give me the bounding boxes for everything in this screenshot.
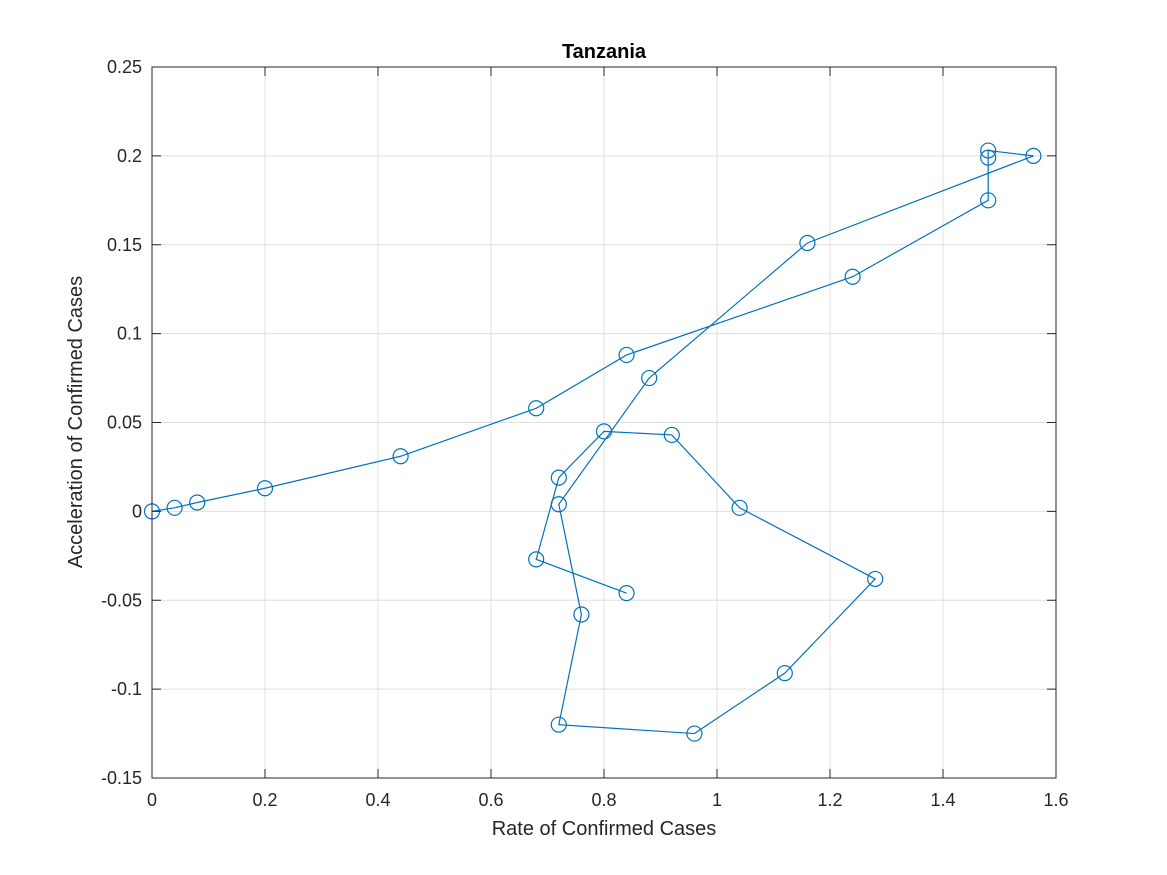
data-point [731,499,748,516]
data-point [528,551,545,568]
data-point [528,400,545,417]
y-tick-label: 0.1 [117,324,142,344]
data-point [980,192,997,209]
x-tick-label: 1.6 [1043,790,1068,810]
y-tick-label: 0.2 [117,146,142,166]
data-point [573,606,590,623]
data-point [618,346,635,364]
data-point [844,268,861,285]
x-tick-label: 0.6 [478,790,503,810]
y-tick-label: -0.05 [101,590,142,610]
y-tick-label: 0.25 [107,57,142,77]
x-axis-label: Rate of Confirmed Cases [492,818,717,840]
data-point [980,142,997,159]
y-tick-label: 0.15 [107,235,142,255]
y-tick-label: -0.15 [101,768,142,788]
data-point [686,725,703,742]
chart-title: Tanzania [562,41,647,63]
grid [152,67,1056,778]
x-tick-label: 0.4 [365,790,390,810]
data-point [550,716,567,733]
y-axis-label: Acceleration of Confirmed Cases [65,276,87,568]
x-tick-label: 1 [712,790,722,810]
data-point [799,234,816,252]
x-tick-label: 0.8 [591,790,616,810]
data-point [595,423,613,440]
x-tick-label: 0 [147,790,157,810]
data-point [392,448,409,465]
data-point [663,426,680,444]
series-line [151,149,1034,735]
data-point [189,494,206,511]
y-tick-label: -0.1 [111,679,142,699]
data-point [1025,147,1042,164]
data-point [166,499,183,516]
data-point [256,480,274,497]
data-point [867,570,884,588]
data-point [776,665,793,682]
axes [151,66,1057,779]
y-tick-label: 0 [132,501,142,521]
tick-labels: 0 0.2 0.4 0.6 0.8 1 1.2 1.4 1.6 -0.15 -0.1 -0.05 0 0.… [101,57,1069,810]
data-point [641,369,658,387]
data-point [618,585,635,602]
data-point [550,496,567,513]
y-tick-label: 0.05 [107,413,142,433]
series [143,142,1042,742]
x-tick-label: 1.4 [930,790,955,810]
x-tick-label: 1.2 [817,790,842,810]
x-tick-label: 0.2 [252,790,277,810]
data-point [550,469,567,486]
data-point [980,149,997,166]
